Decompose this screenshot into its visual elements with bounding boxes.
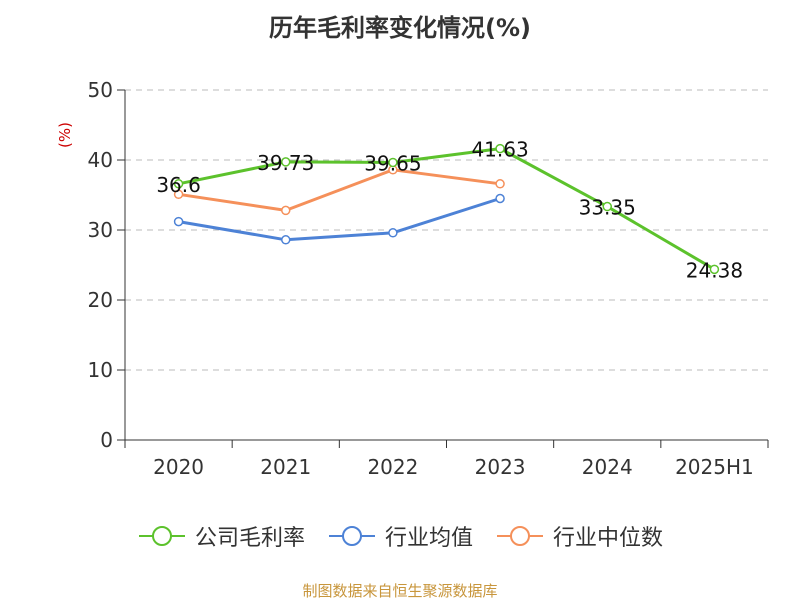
legend-item: 行业中位数 [495, 520, 663, 552]
y-tick-label: 40 [88, 148, 113, 172]
data-point [173, 216, 184, 227]
legend-item: 行业均值 [327, 520, 473, 552]
data-point [173, 189, 184, 200]
data-point [173, 179, 184, 189]
legend-label: 行业中位数 [553, 526, 664, 551]
data-point [709, 264, 720, 275]
chart-title: 历年毛利率变化情况(%) [269, 14, 531, 42]
legend: 公司毛利率 行业均值 行业中位数 [0, 520, 800, 552]
legend-label: 公司毛利率 [194, 526, 305, 551]
data-label: 39.73 [257, 151, 314, 175]
data-label: 41.63 [471, 138, 528, 162]
data-label: 33.35 [579, 196, 636, 220]
data-point [495, 179, 505, 189]
legend-swatch [138, 526, 185, 546]
x-tick-label: 2022 [367, 455, 418, 479]
series-line [178, 197, 501, 242]
legend-item: 公司毛利率 [137, 520, 305, 552]
data-label: 24.38 [686, 258, 743, 282]
data-point [388, 157, 398, 168]
data-point [281, 205, 291, 216]
data-label: 36.6 [156, 173, 201, 197]
data-point [281, 235, 291, 245]
y-tick-label: 50 [88, 78, 113, 102]
legend-swatch [328, 526, 375, 546]
legend-swatch [497, 526, 543, 546]
series-line [178, 168, 501, 212]
series-line [178, 147, 716, 271]
data-point [388, 228, 398, 238]
x-tick-label: 2023 [475, 455, 526, 479]
x-tick-label: 2020 [153, 455, 204, 479]
source-note: 制图数据来自恒生聚源数据库 [302, 582, 498, 600]
legend-label: 行业均值 [384, 526, 473, 551]
x-tick-label: 2021 [260, 455, 311, 479]
y-tick-label: 20 [88, 288, 113, 312]
data-point [495, 193, 505, 204]
data-point [281, 157, 291, 167]
y-tick-label: 0 [100, 428, 113, 452]
y-tick-label: 10 [88, 358, 113, 382]
y-tick-label: 30 [88, 218, 113, 242]
data-point [495, 143, 505, 154]
x-tick-label: 2024 [582, 455, 633, 479]
data-point [602, 201, 612, 212]
data-label: 39.65 [364, 151, 421, 175]
x-tick-label: 2025H1 [675, 455, 754, 479]
